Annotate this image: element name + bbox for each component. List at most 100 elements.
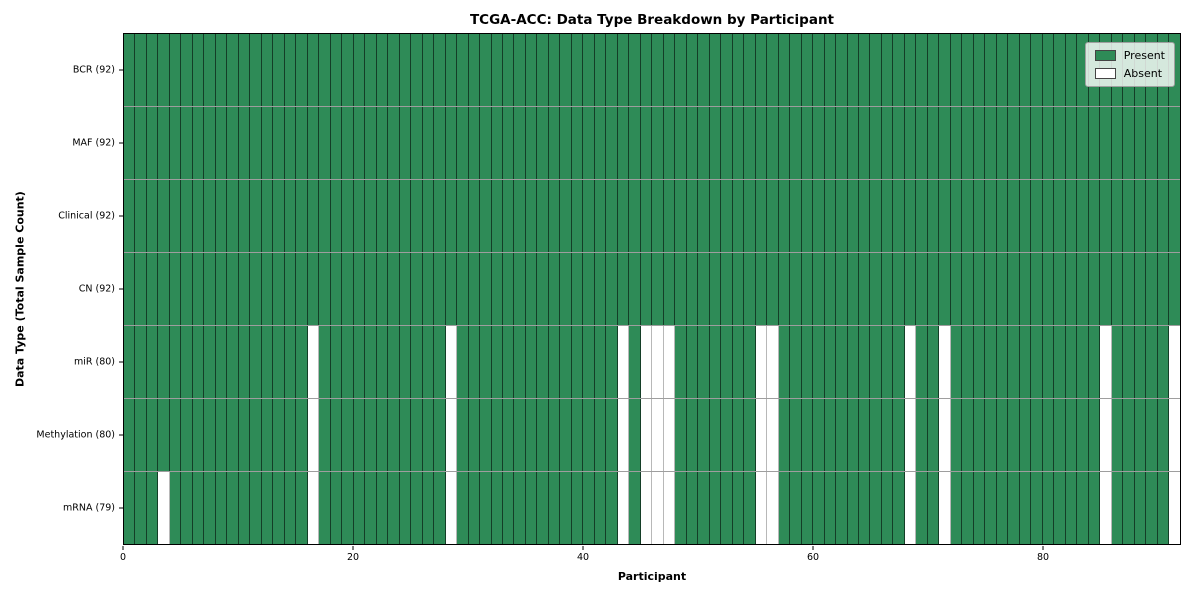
cell-present: [296, 107, 308, 179]
cell-present: [135, 34, 147, 106]
cell-present: [893, 180, 905, 252]
heatmap-row: [124, 253, 1180, 326]
cell-absent: [663, 399, 676, 471]
cell-present: [859, 180, 871, 252]
cell-present: [732, 253, 745, 325]
cell-present: [1123, 253, 1135, 325]
x-tick-mark: [582, 546, 584, 550]
cell-present: [790, 107, 802, 179]
cell-present: [1077, 180, 1089, 252]
heatmap-row: [124, 399, 1180, 472]
cell-present: [962, 399, 974, 471]
cell-present: [767, 253, 779, 325]
cell-present: [824, 107, 837, 179]
cell-present: [617, 180, 630, 252]
cell-present: [801, 399, 814, 471]
cell-present: [491, 326, 503, 398]
cell-present: [583, 472, 595, 544]
cell-present: [1042, 399, 1055, 471]
cell-present: [1100, 253, 1112, 325]
cell-present: [778, 34, 791, 106]
cell-present: [571, 399, 584, 471]
y-tick-label: CN (92): [78, 283, 115, 295]
cell-present: [514, 253, 526, 325]
cell-present: [640, 107, 653, 179]
cell-absent: [617, 326, 630, 398]
cell-present: [1088, 472, 1101, 544]
legend-item-present: Present: [1094, 49, 1165, 62]
cell-present: [169, 253, 182, 325]
cell-present: [273, 180, 285, 252]
cell-present: [675, 326, 687, 398]
x-tick-label: 80: [1036, 552, 1050, 563]
cell-present: [525, 399, 538, 471]
cell-present: [537, 472, 549, 544]
cell-present: [158, 107, 170, 179]
cell-present: [261, 472, 274, 544]
cell-present: [744, 253, 756, 325]
cell-present: [434, 472, 446, 544]
cell-present: [227, 34, 239, 106]
cell-present: [893, 253, 905, 325]
cell-present: [376, 472, 389, 544]
cell-present: [686, 34, 699, 106]
cell-present: [388, 180, 400, 252]
cell-present: [548, 472, 561, 544]
cell-present: [376, 253, 389, 325]
cell-present: [192, 399, 205, 471]
cell-present: [560, 253, 572, 325]
cell-present: [192, 472, 205, 544]
cell-present: [238, 326, 251, 398]
cell-present: [778, 326, 791, 398]
cell-absent: [1169, 399, 1180, 471]
cell-present: [181, 399, 193, 471]
cell-present: [204, 472, 216, 544]
cell-absent: [663, 472, 676, 544]
cell-absent: [904, 326, 917, 398]
cell-present: [261, 180, 274, 252]
cell-present: [399, 180, 412, 252]
cell-present: [192, 326, 205, 398]
cell-present: [675, 180, 687, 252]
cell-present: [721, 253, 733, 325]
x-axis-ticks: 0 20 40 60 80: [120, 546, 1181, 570]
cell-present: [124, 34, 136, 106]
cell-present: [881, 107, 894, 179]
cell-present: [376, 34, 389, 106]
cell-present: [502, 253, 515, 325]
y-tick-mark: [119, 507, 123, 509]
cell-present: [192, 180, 205, 252]
cell-present: [238, 399, 251, 471]
cell-present: [790, 34, 802, 106]
cell-present: [606, 107, 618, 179]
cell-present: [1031, 326, 1043, 398]
cell-present: [399, 253, 412, 325]
cell-present: [790, 399, 802, 471]
cell-present: [698, 472, 710, 544]
cell-absent: [663, 326, 676, 398]
cell-present: [594, 472, 607, 544]
cell-absent: [617, 399, 630, 471]
cell-present: [950, 253, 963, 325]
heatmap-row: [124, 34, 1180, 107]
cell-present: [927, 253, 940, 325]
cell-present: [307, 253, 320, 325]
cell-present: [721, 107, 733, 179]
cell-present: [445, 107, 458, 179]
cell-present: [146, 107, 159, 179]
cell-present: [1019, 399, 1032, 471]
cell-present: [1157, 107, 1170, 179]
cell-present: [169, 180, 182, 252]
cell-present: [1031, 253, 1043, 325]
cell-present: [1088, 326, 1101, 398]
cell-present: [916, 34, 928, 106]
cell-present: [1054, 34, 1066, 106]
cell-present: [422, 399, 435, 471]
cell-present: [560, 326, 572, 398]
cell-present: [1134, 472, 1147, 544]
cell-present: [744, 180, 756, 252]
cell-present: [158, 326, 170, 398]
cell-present: [996, 34, 1009, 106]
cell-present: [1031, 399, 1043, 471]
cell-present: [985, 107, 997, 179]
